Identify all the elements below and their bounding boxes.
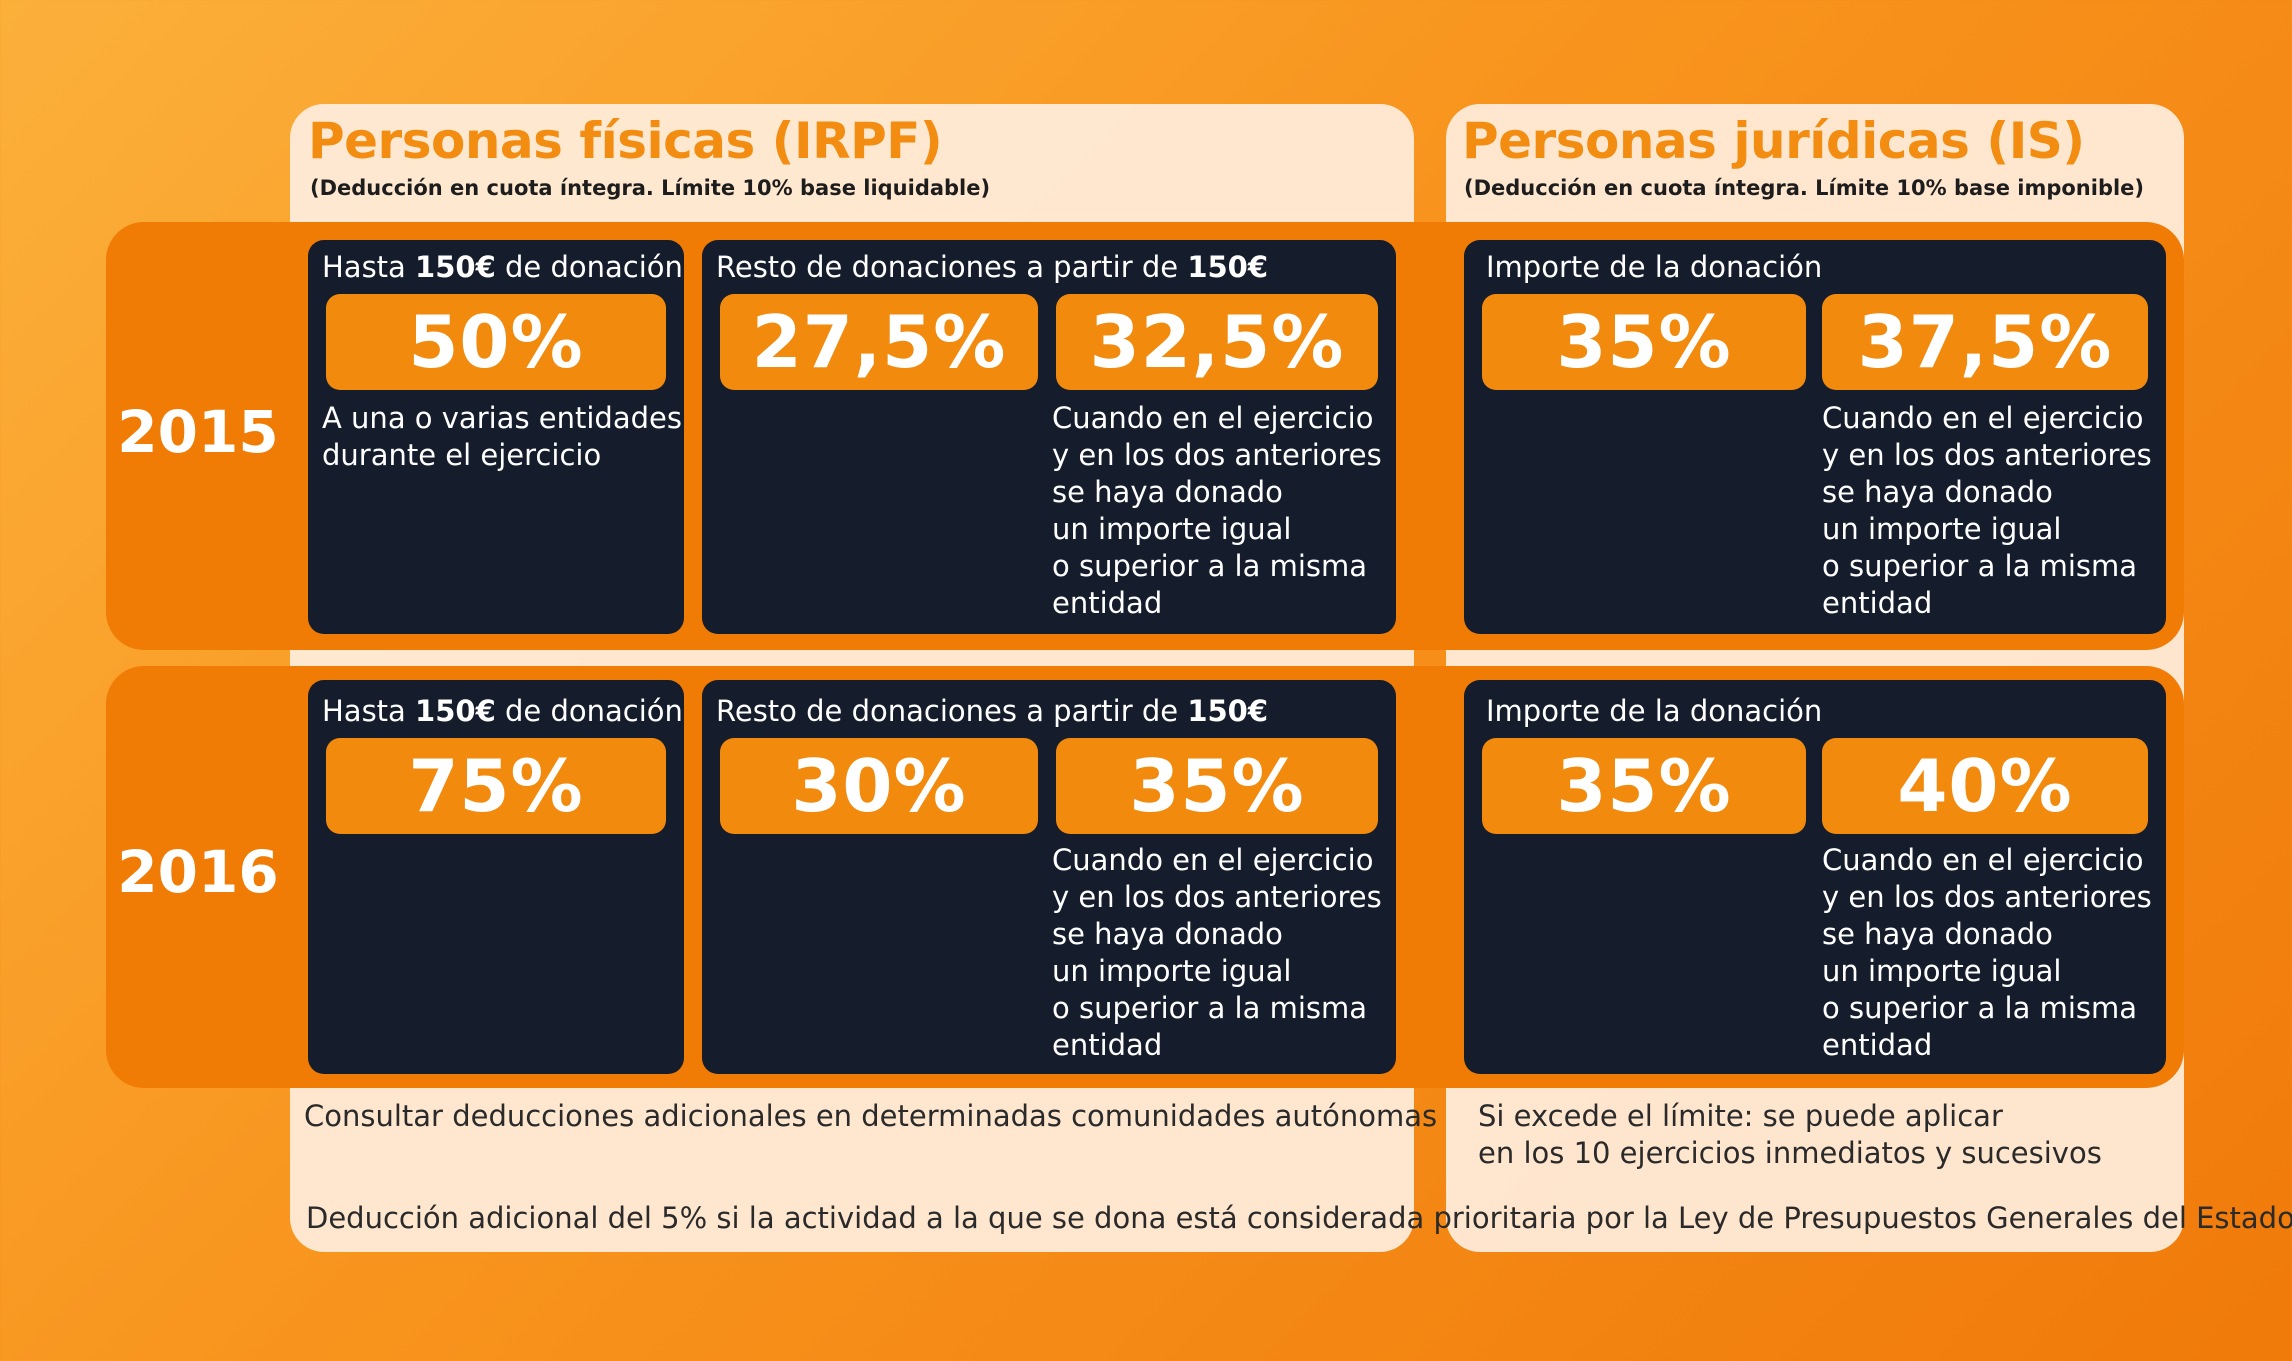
percent-is-base-2015: 35% <box>1482 294 1806 390</box>
importe-header-2015: Importe de la donación <box>1486 250 1823 284</box>
hasta-header-2016: Hasta 150€ de donación <box>322 694 683 728</box>
percent-is-repeat-2015: 37,5% <box>1822 294 2148 390</box>
condition-is-2015: Cuando en el ejercicio y en los dos ante… <box>1822 401 2152 620</box>
hasta-prefix: Hasta <box>322 694 416 728</box>
resto-amount: 150€ <box>1187 694 1269 728</box>
hasta-amount: 150€ <box>415 694 496 728</box>
percent-irpf-rest-2015: 27,5% <box>720 294 1038 390</box>
condition-irpf-2016: Cuando en el ejercicio y en los dos ante… <box>1052 843 1382 1062</box>
resto-header-2015: Resto de donaciones a partir de 150€ <box>716 250 1268 284</box>
hasta-header-2015: Hasta 150€ de donación <box>322 250 683 284</box>
is-note: Si excede el límite: se puede aplicar en… <box>1478 1099 2102 1170</box>
resto-header-2016: Resto de donaciones a partir de 150€ <box>716 694 1268 728</box>
entidades-text: A una o varias entidades durante el ejer… <box>322 401 682 472</box>
percent-irpf-repeat-2015: 32,5% <box>1056 294 1378 390</box>
percent-irpf-rest-2016: 30% <box>720 738 1038 834</box>
percent-irpf-first-2015: 50% <box>326 294 666 390</box>
year-label-2015: 2015 <box>117 398 279 466</box>
hasta-prefix: Hasta <box>322 250 416 284</box>
importe-header-2016: Importe de la donación <box>1486 694 1823 728</box>
resto-prefix: Resto de donaciones a partir de <box>716 694 1188 728</box>
hasta-amount: 150€ <box>415 250 496 284</box>
resto-amount: 150€ <box>1187 250 1269 284</box>
year-label-2016: 2016 <box>117 838 279 906</box>
irpf-subtitle: (Deducción en cuota íntegra. Límite 10% … <box>310 176 991 200</box>
is-title: Personas jurídicas (IS) <box>1462 112 2085 170</box>
irpf-note: Consultar deducciones adicionales en det… <box>304 1099 1438 1133</box>
percent-is-base-2016: 35% <box>1482 738 1806 834</box>
condition-is-2016: Cuando en el ejercicio y en los dos ante… <box>1822 843 2152 1062</box>
resto-prefix: Resto de donaciones a partir de <box>716 250 1188 284</box>
percent-irpf-first-2016: 75% <box>326 738 666 834</box>
hasta-suffix: de donación <box>495 250 683 284</box>
percent-irpf-repeat-2016: 35% <box>1056 738 1378 834</box>
is-subtitle: (Deducción en cuota íntegra. Límite 10% … <box>1464 176 2145 200</box>
irpf-title: Personas físicas (IRPF) <box>308 112 943 170</box>
hasta-suffix: de donación <box>495 694 683 728</box>
condition-irpf-2015: Cuando en el ejercicio y en los dos ante… <box>1052 401 1382 620</box>
percent-is-repeat-2016: 40% <box>1822 738 2148 834</box>
footer-note: Deducción adicional del 5% si la activid… <box>306 1201 2292 1235</box>
